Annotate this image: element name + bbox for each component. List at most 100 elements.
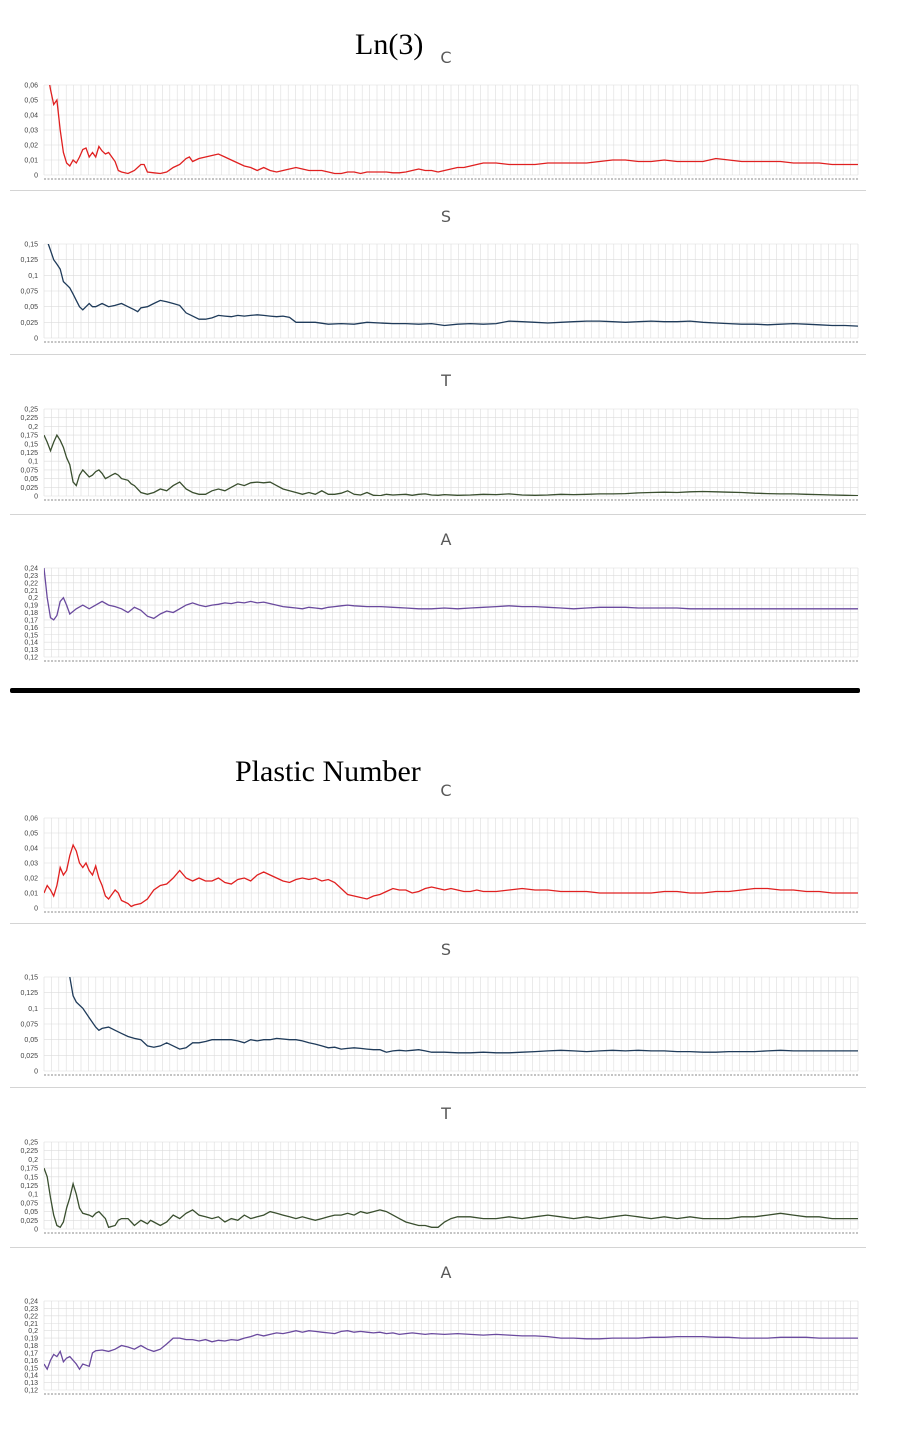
- y-tick-label: 0,225: [20, 1148, 38, 1155]
- y-tick-label: 0,15: [24, 441, 38, 448]
- y-tick-label: 0,19: [24, 1336, 38, 1343]
- y-tick-label: 0,17: [24, 1350, 38, 1357]
- y-tick-label: 0,025: [20, 320, 38, 327]
- chart-title: T: [441, 1104, 451, 1123]
- chart-separator: [10, 514, 866, 515]
- chart-title: C: [440, 781, 452, 800]
- chart-title: C: [440, 48, 452, 67]
- y-tick-label: 0,18: [24, 610, 38, 617]
- chart-separator: [10, 354, 866, 355]
- y-tick-label: 0,05: [24, 304, 38, 311]
- y-tick-label: 0,1: [28, 459, 38, 466]
- y-tick-label: 0,05: [24, 831, 38, 838]
- y-tick-label: 0,175: [20, 433, 38, 440]
- y-tick-label: 0,075: [20, 289, 38, 296]
- y-tick-label: 0,05: [24, 1037, 38, 1044]
- y-tick-label: 0,12: [24, 1388, 38, 1395]
- y-tick-label: 0,2: [28, 424, 38, 431]
- y-tick-label: 0: [34, 494, 38, 501]
- y-tick-label: 0,04: [24, 846, 38, 853]
- y-tick-label: 0,24: [24, 1299, 38, 1306]
- series-line: [69, 977, 858, 1054]
- y-tick-label: 0: [34, 906, 38, 913]
- y-tick-label: 0,1: [28, 1192, 38, 1199]
- section-title-ln3: Ln(3): [355, 28, 424, 61]
- y-tick-label: 0: [34, 1227, 38, 1234]
- series-line: [44, 1167, 858, 1229]
- y-tick-label: 0,18: [24, 1343, 38, 1350]
- chart-separator: [10, 190, 866, 191]
- y-tick-label: 0,04: [24, 113, 38, 120]
- y-tick-label: 0,14: [24, 640, 38, 647]
- y-tick-label: 0,19: [24, 603, 38, 610]
- y-tick-label: 0,15: [24, 632, 38, 639]
- chart-title: T: [441, 371, 451, 390]
- y-tick-label: 0,21: [24, 1321, 38, 1328]
- chart-plastic-s: 0 0,025 0,05 0,075 0,1 0,125 0,15: [20, 975, 859, 1076]
- chart-separator: [10, 923, 866, 924]
- y-tick-label: 0: [34, 336, 38, 343]
- section-title-plastic-number: Plastic Number: [235, 755, 421, 788]
- y-tick-label: 0,025: [20, 485, 38, 492]
- section-divider: [10, 688, 860, 693]
- y-tick-label: 0,125: [20, 450, 38, 457]
- y-tick-label: 0,2: [28, 595, 38, 602]
- y-tick-label: 0,15: [24, 242, 38, 249]
- series-line: [44, 568, 858, 621]
- series-line: [49, 85, 858, 175]
- y-tick-label: 0,15: [24, 1174, 38, 1181]
- chart-ln3-a: 0,120,130,140,150,160,170,180,190,20,21 0…: [24, 566, 859, 662]
- series-line: [44, 433, 858, 496]
- y-tick-label: 0,1: [28, 1006, 38, 1013]
- y-tick-label: 0,15: [24, 975, 38, 982]
- chart-ln3-s: 0 0,025 0,05 0,075 0,1 0,125 0,15: [20, 242, 859, 343]
- series-line: [47, 244, 858, 327]
- y-tick-label: 0,075: [20, 467, 38, 474]
- y-tick-label: 0,13: [24, 647, 38, 654]
- y-tick-label: 0,15: [24, 1365, 38, 1372]
- chart-separator: [10, 1247, 866, 1248]
- chart-title: A: [440, 530, 452, 549]
- y-tick-label: 0,13: [24, 1380, 38, 1387]
- y-tick-label: 0,125: [20, 1183, 38, 1190]
- y-tick-label: 0,1: [28, 273, 38, 280]
- y-tick-label: 0,01: [24, 158, 38, 165]
- y-tick-label: 0,225: [20, 415, 38, 422]
- y-tick-label: 0,22: [24, 1313, 38, 1320]
- chart-plastic-a: 0,120,130,140,150,160,170,180,190,20,210…: [24, 1299, 859, 1395]
- series-line: [44, 843, 858, 908]
- y-tick-label: 0,16: [24, 1358, 38, 1365]
- y-tick-label: 0,25: [24, 407, 38, 414]
- y-tick-label: 0,075: [20, 1022, 38, 1029]
- y-tick-label: 0,06: [24, 83, 38, 90]
- y-tick-label: 0,025: [20, 1218, 38, 1225]
- y-tick-label: 0,175: [20, 1166, 38, 1173]
- y-tick-label: 0,075: [20, 1200, 38, 1207]
- y-tick-label: 0,05: [24, 98, 38, 105]
- y-tick-label: 0: [34, 1069, 38, 1076]
- chart-ln3-c: 0 0,01 0,02 0,03 0,04 0,05 0,06: [24, 83, 859, 180]
- y-tick-label: 0,2: [28, 1157, 38, 1164]
- y-tick-label: 0,03: [24, 128, 38, 135]
- y-tick-label: 0,125: [20, 990, 38, 997]
- series-line: [44, 1330, 858, 1371]
- y-tick-label: 0,025: [20, 1053, 38, 1060]
- y-tick-label: 0,01: [24, 891, 38, 898]
- y-tick-label: 0,21: [24, 588, 38, 595]
- y-tick-label: 0: [34, 173, 38, 180]
- y-tick-label: 0,02: [24, 143, 38, 150]
- y-tick-label: 0,2: [28, 1328, 38, 1335]
- y-tick-label: 0,24: [24, 566, 38, 573]
- y-tick-label: 0,17: [24, 617, 38, 624]
- y-tick-label: 0,05: [24, 1209, 38, 1216]
- y-tick-label: 0,02: [24, 876, 38, 883]
- chart-title: S: [440, 940, 452, 959]
- chart-plastic-c: 0 0,01 0,02 0,03 0,04 0,05 0,06: [24, 816, 859, 913]
- y-tick-label: 0,16: [24, 625, 38, 632]
- y-tick-label: 0,12: [24, 655, 38, 662]
- y-tick-label: 0,05: [24, 476, 38, 483]
- y-tick-label: 0,06: [24, 816, 38, 823]
- chart-title: A: [440, 1263, 452, 1282]
